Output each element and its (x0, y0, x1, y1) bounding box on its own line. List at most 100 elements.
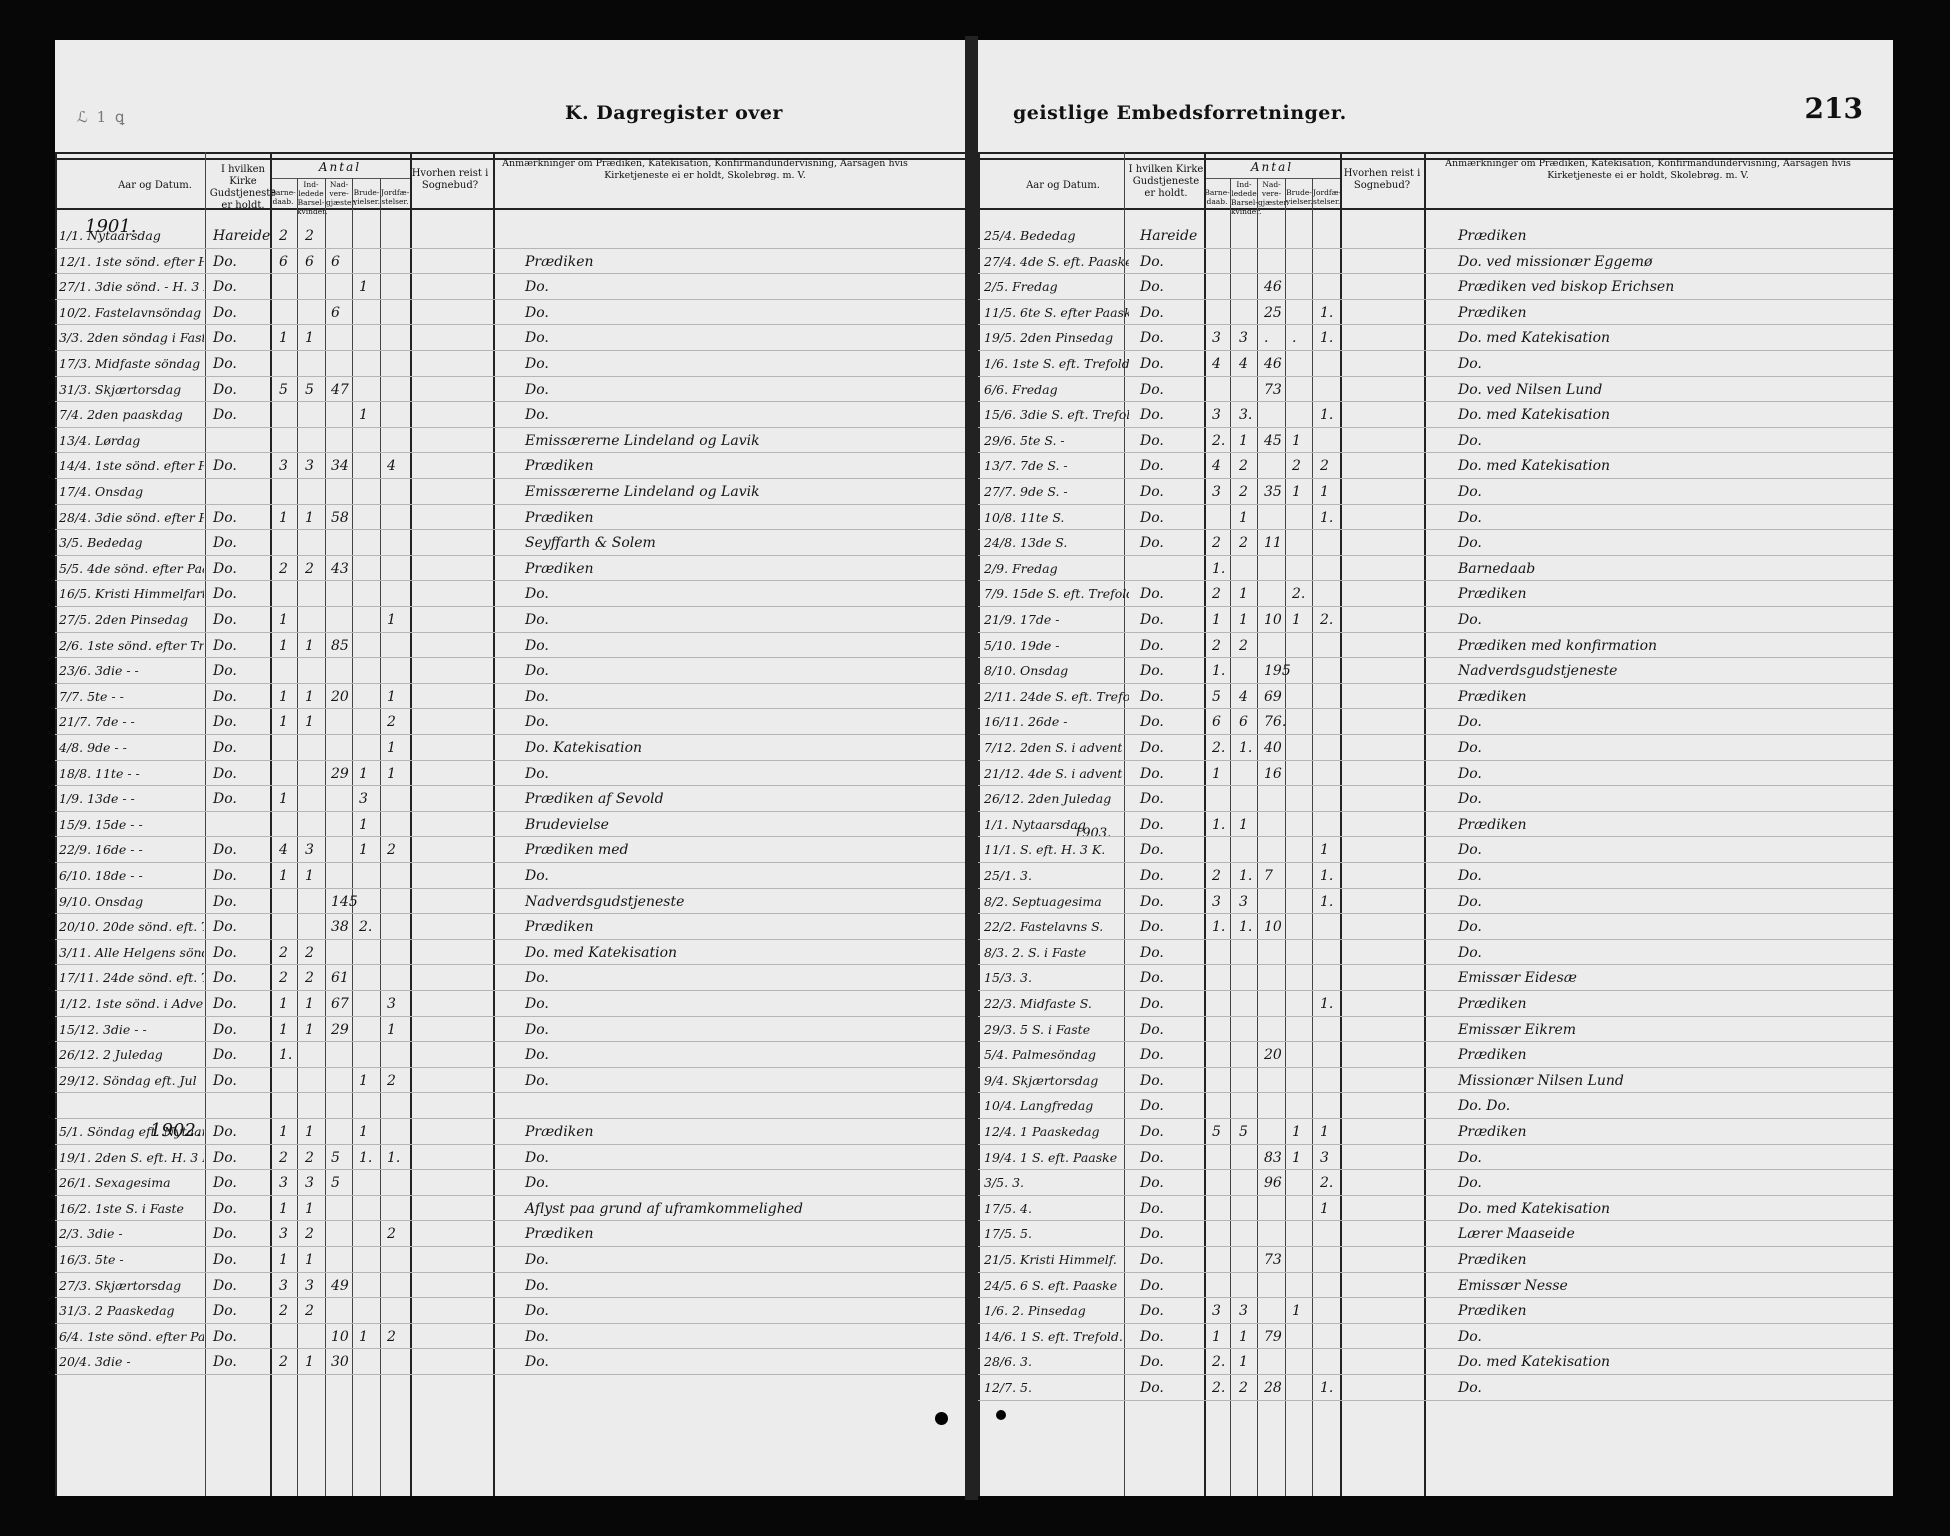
entry-baptisms: 1 (279, 637, 288, 654)
entry-church: Do. (213, 1252, 237, 1268)
entry-remarks: Lærer Maaseide (1458, 1226, 1575, 1243)
entry-church: Do. (213, 586, 237, 603)
header-top-rule-2 (978, 158, 1893, 160)
entry-date: 25/4. Bededag (984, 228, 1076, 243)
row-rule (55, 964, 965, 966)
col-rule (1424, 152, 1426, 1496)
entry-date: 16/2. 1ste S. i Faste (59, 1200, 184, 1216)
entry-date: 6/4. 1ste sönd. efter Paaske (59, 1328, 204, 1344)
entry-remarks: Prædiken med (525, 842, 629, 859)
entry-church: Do. (213, 560, 237, 577)
entry-introduced: 1 (305, 637, 314, 654)
entry-church: Do. (213, 458, 237, 475)
entry-remarks: Do. (525, 637, 549, 654)
row-rule (55, 580, 965, 582)
entry-remarks: Prædiken (525, 253, 594, 270)
entry-church: Do. (1140, 944, 1164, 961)
entry-burials: 1 (1320, 1124, 1329, 1140)
entry-introduced: 2 (305, 970, 314, 987)
row-rule (55, 1066, 965, 1068)
row-rule (978, 1348, 1893, 1350)
entry-baptisms: 2. (1212, 1354, 1226, 1371)
col-rule (1340, 152, 1342, 1496)
row-rule (55, 554, 965, 556)
entry-church: Do. (213, 1072, 237, 1089)
entry-church: Do. (1140, 714, 1164, 731)
entry-date: 22/9. 16de - - (59, 842, 143, 858)
entry-communicants: 40 (1264, 740, 1282, 756)
row-rule (978, 529, 1893, 531)
entry-remarks: Do. Do. (1458, 1098, 1511, 1115)
row-rule (55, 478, 965, 479)
row-rule (978, 887, 1893, 889)
row-rule (978, 1092, 1893, 1094)
entry-introduced: 1 (305, 330, 314, 347)
col-rule (205, 152, 206, 1496)
row-rule (978, 1322, 1893, 1324)
row-rule (55, 734, 965, 735)
entry-remarks: Prædiken (1458, 586, 1527, 603)
row-rule (55, 298, 965, 300)
entry-church: Do. (1140, 816, 1164, 833)
entry-remarks: Prædiken (525, 1226, 594, 1243)
entry-weddings: 1 (359, 1328, 368, 1345)
entry-introduced: 1. (1239, 740, 1253, 756)
entry-burials: 2. (1320, 612, 1334, 628)
entry-remarks: Prædiken (525, 509, 594, 526)
entry-church: Do. (1140, 1226, 1164, 1243)
entry-date: 12/1. 1ste sönd. efter H. 3 K. (59, 253, 204, 269)
row-rule (978, 810, 1893, 812)
entry-church: Do. (213, 509, 237, 526)
entry-remarks: Do. med Katekisation (1458, 458, 1611, 475)
entry-date: 7/9. 15de S. eft. Trefoldigh. (984, 586, 1129, 602)
entry-remarks: Barnedaab (1458, 560, 1536, 577)
row-rule (978, 990, 1893, 991)
entry-remarks: Do. (1458, 432, 1482, 449)
row-rule (55, 324, 965, 326)
entry-weddings: 1 (359, 1072, 368, 1089)
row-rule (978, 734, 1893, 735)
entry-introduced: 1 (1239, 816, 1248, 833)
row-rule (55, 350, 965, 351)
entry-communicants: 10 (1264, 919, 1282, 936)
entry-baptisms: 2. (1212, 740, 1226, 756)
entry-church: Do. (213, 1047, 237, 1064)
entry-introduced: 3 (305, 458, 314, 475)
entry-weddings: 1 (1292, 1303, 1301, 1320)
entry-introduced: 3 (1239, 1303, 1248, 1320)
entry-remarks: Do. (525, 663, 549, 680)
entry-date: 25/1. 3. (984, 868, 1032, 883)
entry-date: 28/4. 3die sönd. efter Paaske (59, 509, 204, 525)
entry-burials: 1 (387, 688, 396, 705)
entry-church: Do. (213, 688, 237, 705)
entry-remarks: Do. (1458, 893, 1482, 910)
row-rule (978, 657, 1893, 659)
entry-burials: 1. (1320, 509, 1334, 526)
row-rule (55, 1220, 965, 1222)
entry-weddings: 1 (359, 765, 368, 782)
entry-church: Do. (213, 407, 237, 424)
entry-introduced: 1. (1239, 919, 1253, 936)
col-head-church: I hvilken Kirke Gudstjeneste er holdt. (1128, 164, 1204, 199)
entry-remarks: Do. (525, 1072, 549, 1089)
entry-remarks: Do. (525, 1021, 549, 1038)
entry-remarks: Do. (525, 1252, 549, 1268)
col-head-introduced: Ind-ledede Barsel-kvinder. (1231, 180, 1262, 216)
row-rule (55, 1118, 965, 1119)
entry-communicants: 67 (331, 996, 349, 1012)
row-rule (55, 1348, 965, 1350)
ink-blot (935, 1412, 948, 1425)
entry-date: 1/1. Nytaarsdag (59, 228, 161, 243)
entry-church: Do. (213, 535, 237, 552)
entry-date: 22/2. Fastelavns S. (984, 919, 1104, 935)
row-rule (978, 1169, 1893, 1171)
entry-weddings: 1 (359, 279, 368, 296)
entry-date: 10/4. Langfredag (984, 1098, 1094, 1114)
entry-communicants: 25 (1264, 304, 1282, 321)
entry-date: 27/5. 2den Pinsedag (59, 612, 189, 627)
year-heading: 1901. (85, 216, 137, 237)
entry-baptisms: 5 (1212, 688, 1221, 705)
entry-introduced: 4 (1239, 688, 1248, 705)
header-top-rule (55, 152, 965, 154)
col-rule (978, 152, 980, 1496)
